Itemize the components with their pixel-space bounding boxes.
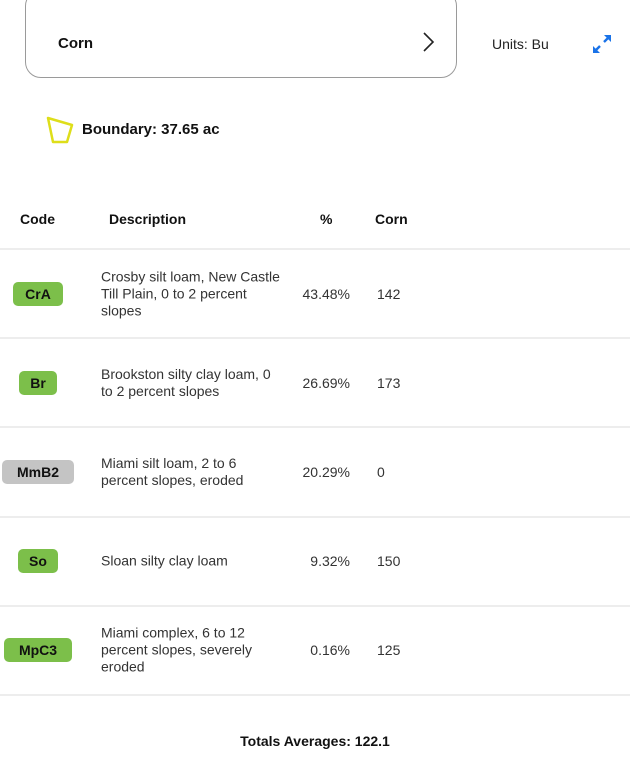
soil-code-badge: Br bbox=[19, 370, 57, 395]
soil-percent: 9.32% bbox=[310, 553, 350, 570]
units-label[interactable]: Units: Bu bbox=[492, 36, 549, 52]
row-divider bbox=[0, 604, 630, 607]
corn-yield: 173 bbox=[377, 374, 401, 391]
row-divider bbox=[0, 248, 630, 250]
header-corn: Corn bbox=[375, 211, 408, 227]
soil-description: Miami silt loam, 2 to 6 percent slopes, … bbox=[101, 454, 244, 488]
soil-percent: 26.69% bbox=[302, 374, 350, 391]
corn-yield: 0 bbox=[377, 463, 385, 480]
header-code: Code bbox=[20, 211, 55, 227]
totals-averages: Totals Averages: 122.1 bbox=[240, 733, 390, 749]
soil-code-badge: MmB2 bbox=[2, 459, 74, 484]
soil-percent: 43.48% bbox=[302, 285, 350, 302]
soil-code-badge: CrA bbox=[13, 281, 63, 306]
soil-code-badge: So bbox=[18, 549, 58, 574]
header-description: Description bbox=[109, 211, 187, 227]
row-divider bbox=[0, 337, 630, 340]
crop-selector[interactable] bbox=[25, 0, 457, 78]
table-row[interactable]: Br Brookston silty clay loam, 0 to 2 per… bbox=[0, 338, 630, 427]
soil-description: Sloan silty clay loam bbox=[101, 552, 228, 569]
table-row[interactable]: So Sloan silty clay loam 9.32% 150 bbox=[0, 517, 630, 606]
soil-percent: 20.29% bbox=[302, 463, 350, 480]
soil-code-badge: MpC3 bbox=[4, 638, 72, 663]
row-divider bbox=[0, 426, 630, 429]
table-row[interactable]: MmB2 Miami silt loam, 2 to 6 percent slo… bbox=[0, 427, 630, 516]
boundary-acreage: Boundary: 37.65 ac bbox=[82, 121, 220, 138]
corn-yield: 150 bbox=[377, 553, 401, 570]
corn-yield: 142 bbox=[377, 285, 401, 302]
table-row[interactable]: MpC3 Miami complex, 6 to 12 percent slop… bbox=[0, 606, 630, 695]
table-row[interactable]: CrA Crosby silt loam, New Castle Till Pl… bbox=[0, 249, 630, 338]
crop-selector-label: Corn bbox=[58, 35, 93, 52]
soil-description: Miami complex, 6 to 12 percent slopes, s… bbox=[101, 624, 252, 675]
expand-icon[interactable] bbox=[591, 33, 613, 55]
soil-description: Crosby silt loam, New Castle Till Plain,… bbox=[101, 268, 280, 318]
soil-percent: 0.16% bbox=[310, 642, 350, 659]
soil-description: Brookston silty clay loam, 0 to 2 percen… bbox=[101, 365, 271, 399]
chevron-right-icon[interactable] bbox=[420, 31, 436, 53]
row-divider bbox=[0, 515, 630, 518]
corn-yield: 125 bbox=[377, 642, 401, 659]
row-divider bbox=[0, 694, 630, 696]
boundary-polygon-icon bbox=[46, 116, 74, 144]
header-percent: % bbox=[320, 211, 333, 227]
